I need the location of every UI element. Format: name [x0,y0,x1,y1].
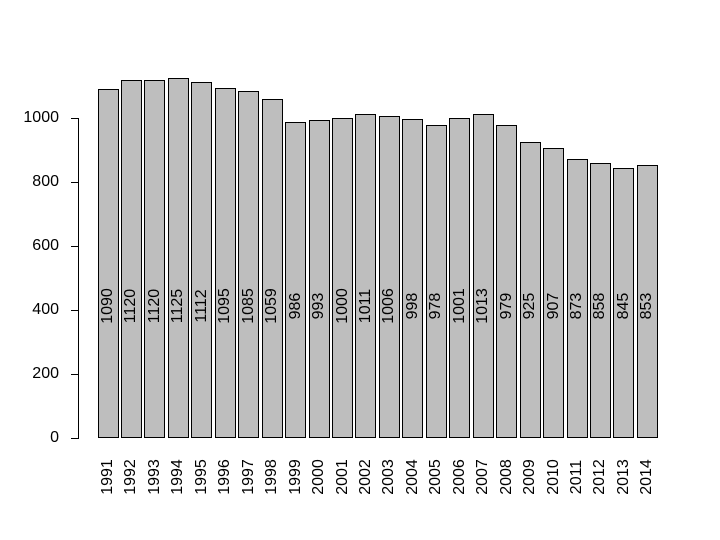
x-tick-label: 2009 [521,459,539,495]
bar [167,78,189,438]
x-tick-label: 2014 [638,459,656,495]
x-tick-label: 1997 [239,459,257,495]
x-tick-label: 2005 [427,459,445,495]
bar-value-label: 1112 [192,289,210,323]
bar-value-label: 907 [544,292,562,320]
bar [378,116,400,438]
y-tick-label: 1000 [23,109,59,126]
bar [472,113,494,438]
bar-value-label: 858 [591,292,609,320]
x-tick-label: 2011 [568,459,585,495]
x-tick-label: 2000 [310,459,328,495]
bar-value-label: 1090 [99,288,116,324]
y-tick-label: 800 [32,173,59,190]
x-tick-label: 1998 [263,459,281,495]
x-tick-label: 2010 [544,459,562,495]
bar-value-label: 1006 [380,288,398,324]
bar [589,163,611,438]
bar-value-label: 1013 [474,288,492,324]
bar-value-label: 998 [403,292,421,320]
x-tick-label: 1995 [192,459,210,495]
bar-value-label: 1000 [333,288,351,324]
x-tick-label: 2002 [356,459,374,495]
bar-value-label: 1125 [169,288,187,324]
bar [97,89,119,438]
bar [191,82,213,438]
bar [332,118,353,438]
x-tick-label: 1996 [216,459,234,495]
bar [425,125,447,438]
bar [308,120,330,438]
y-tick-label: 0 [50,429,59,446]
bar-value-label: 1120 [145,288,163,324]
bar [566,158,588,438]
y-tick-label: 200 [32,365,59,382]
bar [613,167,635,438]
bar [355,114,377,438]
bar [120,79,142,438]
bar-value-label: 1001 [450,288,468,324]
y-tick-label: 400 [32,301,59,318]
bar [285,122,307,438]
y-axis-line [78,118,79,439]
y-tick-label: 600 [32,237,59,254]
y-axis-tick [71,309,78,311]
bar-value-label: 979 [497,292,515,320]
x-tick-label: 1992 [122,459,140,495]
bar [402,118,424,438]
x-tick-label: 2012 [591,459,609,495]
x-tick-label: 2008 [497,459,515,495]
bar-value-label: 1011 [356,288,374,324]
bar-value-label: 1059 [263,288,281,324]
bar [144,79,166,438]
bar-value-label: 978 [427,292,445,320]
x-tick-label: 2004 [403,459,421,495]
bar [543,147,565,438]
bar-value-label: 1085 [239,288,257,324]
bar-value-label: 1120 [122,288,140,324]
x-tick-label: 1991 [99,459,116,495]
x-tick-label: 2006 [450,459,468,495]
bar [449,117,471,438]
bar [238,90,260,438]
bar-value-label: 845 [614,292,632,320]
bar-value-label: 993 [310,292,328,320]
bar-value-label: 853 [638,292,656,320]
bar-value-label: 1095 [216,288,234,324]
x-tick-label: 1993 [145,459,163,495]
bar-value-label: 986 [286,292,304,320]
bar-value-label: 873 [568,292,585,320]
x-tick-label: 2003 [380,459,398,495]
bar [519,142,541,438]
bar [214,87,236,438]
x-tick-label: 1999 [286,459,304,495]
x-tick-label: 2007 [474,459,492,495]
x-tick-label: 1994 [169,459,187,495]
x-tick-label: 2013 [614,459,632,495]
bar [496,124,518,438]
bar-value-label: 925 [521,292,539,320]
y-axis-tick [71,181,78,183]
y-axis-tick [71,245,78,247]
x-tick-label: 2001 [333,459,351,495]
bar [261,99,283,438]
y-axis-tick [71,437,78,439]
bar [636,165,658,438]
y-axis-tick [71,373,78,375]
y-axis-tick [71,117,78,119]
